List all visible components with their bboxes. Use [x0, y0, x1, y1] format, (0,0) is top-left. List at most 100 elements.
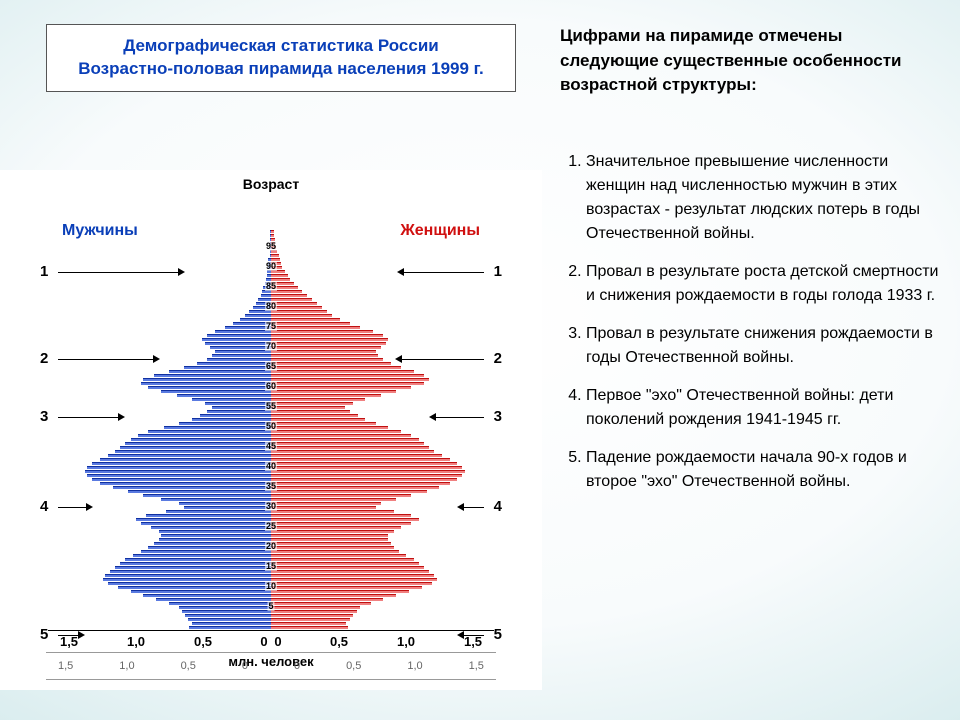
bar-women	[271, 610, 357, 613]
bar-men	[185, 614, 271, 617]
bar-women	[271, 382, 424, 385]
title-box: Демографическая статистика России Возрас…	[46, 24, 516, 92]
bar-women	[271, 526, 401, 529]
bar-women	[271, 534, 388, 537]
bar-women	[271, 342, 386, 345]
bar-men	[159, 530, 271, 533]
bar-women	[271, 494, 411, 497]
callout-left: 1	[40, 263, 48, 280]
bar-women	[271, 422, 376, 425]
strip-value: 0,5	[181, 660, 196, 672]
callout-left: 2	[40, 350, 48, 367]
bar-men	[197, 362, 271, 365]
bar-women	[271, 514, 411, 517]
bar-women	[271, 450, 434, 453]
bar-women	[271, 590, 409, 593]
age-tick: 50	[265, 422, 277, 431]
bar-women	[271, 470, 465, 473]
age-tick: 15	[265, 562, 277, 571]
bar-women	[271, 598, 383, 601]
bar-men	[154, 374, 271, 377]
bar-men	[189, 626, 271, 629]
bar-men	[105, 574, 271, 577]
strip-value: 1,0	[407, 660, 422, 672]
bar-women	[271, 510, 394, 513]
bar-women	[271, 458, 450, 461]
bar-women	[271, 394, 381, 397]
title-line-1: Демографическая статистика России	[61, 35, 501, 58]
callout-right: 1	[494, 263, 502, 280]
note-item: Значительное превышение численности женщ…	[586, 150, 940, 246]
bar-women	[271, 570, 429, 573]
bar-women	[271, 322, 350, 325]
bar-women	[271, 562, 419, 565]
bar-men	[207, 410, 271, 413]
bar-men	[245, 314, 271, 317]
bar-men	[115, 566, 271, 569]
pyramid-chart: Возраст Мужчины Женщины 5101520253035404…	[0, 170, 542, 690]
bar-women	[271, 442, 424, 445]
bar-women	[271, 370, 414, 373]
bar-women	[271, 478, 457, 481]
bar-men	[133, 554, 271, 557]
age-tick: 5	[267, 602, 274, 611]
bar-women	[271, 618, 350, 621]
bar-women	[271, 294, 307, 297]
age-tick: 20	[265, 542, 277, 551]
bar-women	[271, 334, 383, 337]
bar-men	[92, 462, 271, 465]
bar-men	[108, 582, 271, 585]
bar-women	[271, 498, 396, 501]
bar-women	[271, 350, 376, 353]
bar-men	[100, 482, 271, 485]
bar-men	[169, 602, 271, 605]
bar-women	[271, 306, 322, 309]
bar-women	[271, 414, 358, 417]
bar-women	[271, 426, 388, 429]
bar-women	[271, 326, 360, 329]
bar-women	[271, 254, 279, 257]
strip-value: 1,5	[469, 660, 484, 672]
x-tick-label: 0	[260, 634, 267, 649]
bar-men	[115, 450, 271, 453]
bar-men	[161, 390, 271, 393]
bar-men	[192, 622, 271, 625]
age-tick: 30	[265, 502, 277, 511]
bar-men	[143, 494, 271, 497]
bar-men	[141, 522, 271, 525]
bar-men	[207, 334, 271, 337]
x-axis	[48, 630, 494, 631]
callout-right: 5	[494, 626, 502, 643]
bar-men	[138, 434, 271, 437]
bar-men	[161, 534, 271, 537]
callout-left: 4	[40, 498, 48, 515]
bar-women	[271, 330, 373, 333]
bar-women	[271, 502, 381, 505]
bar-women	[271, 374, 424, 377]
bar-men	[92, 478, 271, 481]
bar-men	[169, 370, 271, 373]
bar-men	[141, 550, 271, 553]
bar-women	[271, 566, 424, 569]
bar-men	[215, 350, 271, 353]
notes-list: Значительное превышение численности женщ…	[560, 150, 940, 508]
bar-women	[271, 554, 406, 557]
x-tick-label: 1,0	[397, 634, 415, 649]
title-line-2: Возрастно-половая пирамида населения 199…	[61, 58, 501, 81]
callout-right: 2	[494, 350, 502, 367]
bar-women	[271, 506, 376, 509]
bar-women	[271, 574, 434, 577]
bar-men	[184, 506, 271, 509]
age-tick: 55	[265, 402, 277, 411]
bar-men	[154, 542, 271, 545]
bar-women	[271, 606, 360, 609]
bar-women	[271, 410, 350, 413]
bar-women	[271, 438, 419, 441]
bar-men	[100, 458, 271, 461]
bar-women	[271, 578, 437, 581]
bar-men	[103, 578, 271, 581]
bar-men	[148, 546, 271, 549]
bar-men	[215, 330, 271, 333]
bar-women	[271, 386, 411, 389]
bar-women	[271, 546, 394, 549]
